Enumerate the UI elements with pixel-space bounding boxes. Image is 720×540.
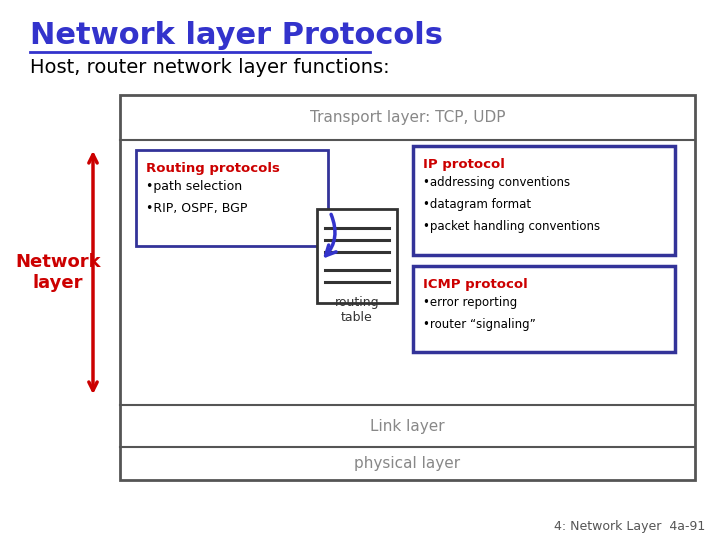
FancyBboxPatch shape [413,146,675,255]
Text: Network layer Protocols: Network layer Protocols [30,21,443,50]
FancyBboxPatch shape [413,266,675,352]
FancyBboxPatch shape [136,150,328,246]
Text: routing
table: routing table [335,296,379,324]
Text: •error reporting: •error reporting [423,296,517,309]
Text: 4: Network Layer  4a-91: 4: Network Layer 4a-91 [554,520,705,533]
Text: ICMP protocol: ICMP protocol [423,278,528,291]
Text: •datagram format: •datagram format [423,198,531,211]
FancyBboxPatch shape [120,95,695,480]
Text: Transport layer: TCP, UDP: Transport layer: TCP, UDP [310,110,505,125]
Text: Host, router network layer functions:: Host, router network layer functions: [30,58,390,77]
Text: IP protocol: IP protocol [423,158,505,171]
Text: Link layer: Link layer [370,418,445,434]
Text: •RIP, OSPF, BGP: •RIP, OSPF, BGP [146,202,248,215]
Text: •path selection: •path selection [146,180,242,193]
Text: Routing protocols: Routing protocols [146,162,280,175]
Text: •router “signaling”: •router “signaling” [423,318,536,331]
Text: •addressing conventions: •addressing conventions [423,176,570,189]
Text: •packet handling conventions: •packet handling conventions [423,220,600,233]
Text: Network
layer: Network layer [15,253,101,292]
FancyBboxPatch shape [317,209,397,303]
Text: physical layer: physical layer [354,456,461,471]
